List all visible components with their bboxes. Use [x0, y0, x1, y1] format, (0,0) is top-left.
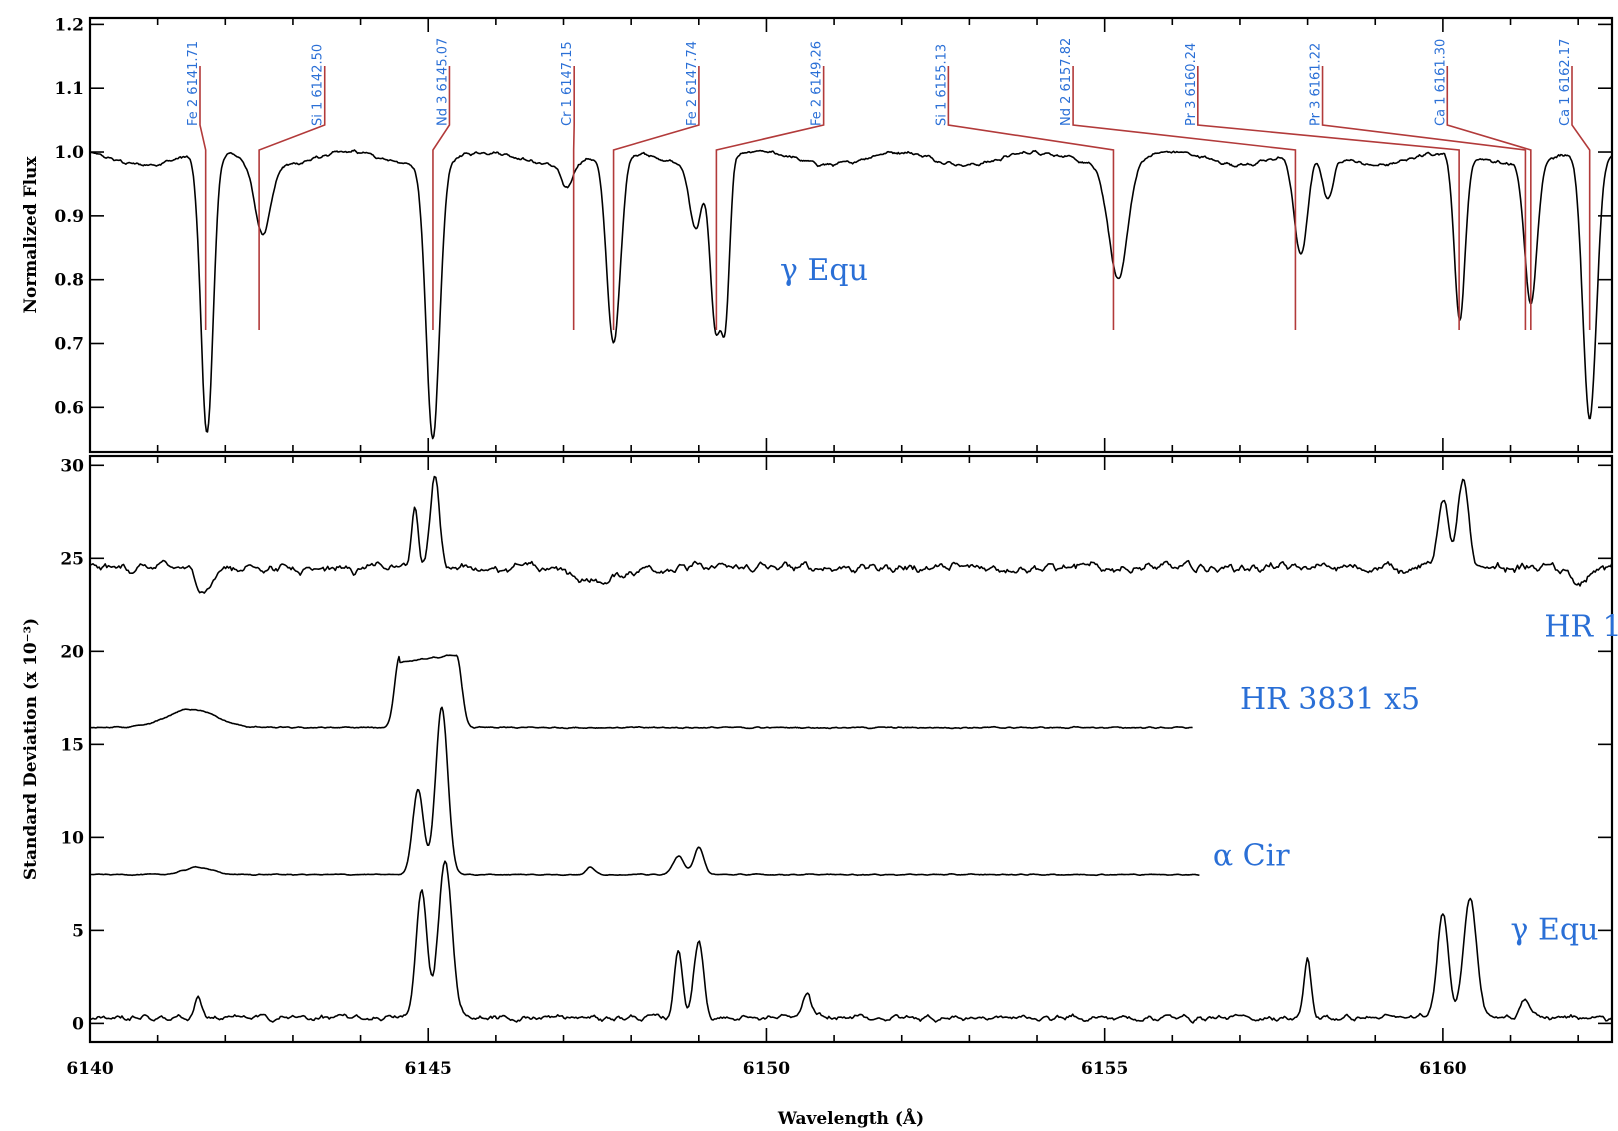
line-id-label: Ca 1 6162.17	[1558, 39, 1573, 126]
line-id-leader	[572, 66, 575, 330]
line-id-leader	[612, 66, 700, 330]
top-spectrum-line	[89, 149, 1613, 440]
top-star-label: γ Equ	[780, 253, 868, 288]
bottom-y-axis-title: Standard Deviation (x 10⁻³)	[21, 618, 41, 880]
bottom-x-tick-label: 6150	[743, 1059, 790, 1079]
bottom-x-tick-label: 6145	[405, 1059, 452, 1079]
line-id-leader	[1571, 66, 1591, 330]
line-id-leader	[1072, 66, 1297, 330]
bottom-y-tick-label: 10	[60, 828, 84, 848]
line-id-marker: Pr 3 6161.22	[1309, 43, 1527, 330]
line-id-leader	[1446, 66, 1532, 330]
bottom-y-tick-label: 15	[60, 735, 84, 755]
line-id-marker: Nd 3 6145.07	[432, 38, 451, 330]
line-id-label: Si 1 6155.13	[934, 44, 949, 126]
bottom-y-tick-label: 5	[72, 921, 84, 941]
line-id-label: Fe 2 6149.26	[810, 41, 825, 126]
series-label: HR 3831 x5	[1240, 682, 1420, 717]
top-y-tick-label: 1.2	[54, 15, 84, 35]
line-id-leader	[1197, 66, 1460, 330]
top-y-tick-label: 0.6	[54, 398, 84, 418]
line-id-label: Pr 3 6161.22	[1309, 43, 1324, 126]
bottom-panel: 0 5 10 15 20 25 30 6140 6145 6150 6155 6160 HR 1217 H…	[60, 454, 1618, 1079]
bottom-y-tick-label: 25	[60, 549, 84, 569]
series-line-1	[89, 654, 1193, 730]
line-id-leader	[715, 66, 825, 330]
bottom-y-tick-label: 30	[60, 456, 84, 476]
line-id-label: Fe 2 6141.71	[186, 41, 201, 126]
line-id-leader	[432, 66, 451, 330]
top-y-tick-label: 0.9	[54, 207, 84, 227]
series-label: γ Equ	[1511, 913, 1599, 948]
line-id-marker: Pr 3 6160.24	[1184, 43, 1460, 330]
line-id-marker: Ca 1 6162.17	[1558, 39, 1591, 330]
line-id-leader	[199, 66, 207, 330]
series-line-2	[89, 706, 1200, 877]
axis-titles: Wavelength (Å) Normalized Flux Standard De…	[21, 156, 924, 1129]
line-id-leader	[1321, 66, 1527, 330]
bottom-x-tick-label: 6160	[1419, 1059, 1466, 1079]
bottom-x-tick-label: 6155	[1081, 1059, 1128, 1079]
top-y-tick-label: 0.8	[54, 271, 84, 291]
line-id-label: Si 1 6142.50	[311, 44, 326, 126]
series-label: α Cir	[1213, 838, 1290, 873]
top-y-tick-label: 1.1	[54, 79, 84, 99]
top-y-axis-title: Normalized Flux	[21, 156, 41, 314]
series-line-3	[89, 860, 1613, 1024]
bottom-x-tick-label: 6140	[66, 1059, 113, 1079]
x-axis-title: Wavelength (Å)	[777, 1107, 924, 1129]
line-id-leader	[258, 66, 326, 330]
line-id-marker: Nd 2 6157.82	[1059, 38, 1297, 330]
bottom-y-tick-label: 0	[72, 1014, 84, 1034]
line-id-label: Nd 2 6157.82	[1059, 38, 1074, 126]
top-panel: 0.6 0.7 0.8 0.9 1.0 1.1 1.2 Fe 2 6141.71 Si 1 61…	[54, 15, 1614, 454]
line-id-marker: Cr 1 6147.15	[560, 41, 575, 330]
bottom-y-tick-label: 20	[60, 642, 84, 662]
line-id-marker: Ca 1 6161.30	[1433, 39, 1532, 330]
bottom-plot-frame	[88, 454, 1614, 1044]
top-plot-frame	[88, 16, 1614, 454]
line-id-label: Cr 1 6147.15	[560, 41, 575, 126]
line-id-label: Fe 2 6147.74	[685, 41, 700, 126]
line-id-marker: Si 1 6142.50	[258, 44, 326, 330]
series-label: HR 1217	[1544, 609, 1618, 644]
line-id-label: Pr 3 6160.24	[1184, 43, 1199, 126]
line-id-leader	[947, 66, 1115, 330]
line-id-label: Ca 1 6161.30	[1433, 39, 1448, 126]
series-line-0	[89, 475, 1613, 594]
line-id-marker: Si 1 6155.13	[934, 44, 1115, 330]
line-id-marker: Fe 2 6149.26	[715, 41, 825, 330]
top-y-tick-label: 1.0	[54, 143, 84, 163]
line-id-label: Nd 3 6145.07	[435, 38, 450, 126]
top-y-tick-label: 0.7	[54, 335, 84, 355]
line-id-marker: Fe 2 6147.74	[612, 41, 700, 330]
line-id-marker: Fe 2 6141.71	[186, 41, 207, 330]
